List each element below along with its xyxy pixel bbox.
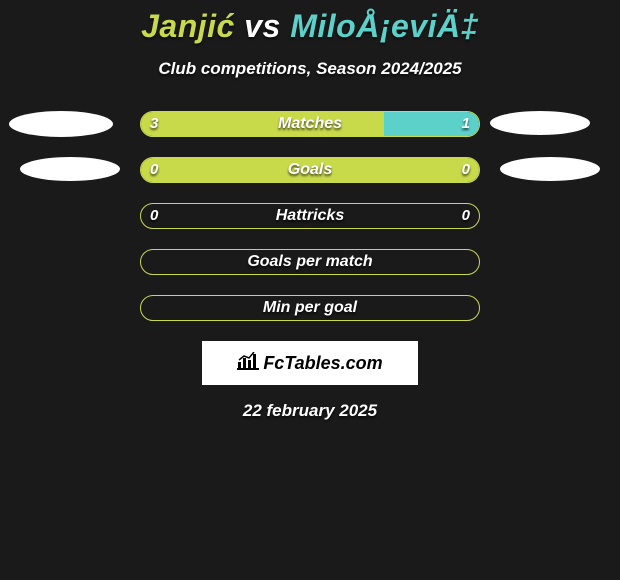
oval-right xyxy=(500,157,600,181)
oval-right xyxy=(490,111,590,135)
bar-track xyxy=(140,157,480,183)
oval-left xyxy=(9,111,113,137)
stat-row: Goals00 xyxy=(0,157,620,183)
bar-track xyxy=(140,111,480,137)
bar-track xyxy=(140,203,480,229)
logo-text: FcTables.com xyxy=(263,353,382,374)
vs-text: vs xyxy=(244,8,281,44)
stat-row: Matches31 xyxy=(0,111,620,137)
chart-icon xyxy=(237,352,259,375)
stat-value-right: 1 xyxy=(462,111,470,137)
bar-left-fill xyxy=(141,112,384,136)
stats-rows: Matches31Goals00Hattricks00Goals per mat… xyxy=(0,111,620,321)
player1-name: Janjić xyxy=(141,8,235,44)
date: 22 february 2025 xyxy=(0,401,620,421)
logo: FcTables.com xyxy=(237,352,382,375)
bar-track xyxy=(140,295,480,321)
stat-value-left: 0 xyxy=(150,157,158,183)
title: Janjić vs MiloÅ¡eviÄ‡ xyxy=(0,8,620,45)
player2-name: MiloÅ¡eviÄ‡ xyxy=(290,8,479,44)
stat-row: Hattricks00 xyxy=(0,203,620,229)
stat-value-right: 0 xyxy=(462,203,470,229)
comparison-widget: Janjić vs MiloÅ¡eviÄ‡ Club competitions,… xyxy=(0,0,620,421)
bar-left-fill xyxy=(141,158,479,182)
oval-left xyxy=(20,157,120,181)
stat-value-left: 0 xyxy=(150,203,158,229)
stat-row: Goals per match xyxy=(0,249,620,275)
stat-row: Min per goal xyxy=(0,295,620,321)
logo-box[interactable]: FcTables.com xyxy=(202,341,418,385)
bar-track xyxy=(140,249,480,275)
stat-value-right: 0 xyxy=(462,157,470,183)
subtitle: Club competitions, Season 2024/2025 xyxy=(0,59,620,79)
stat-value-left: 3 xyxy=(150,111,158,137)
